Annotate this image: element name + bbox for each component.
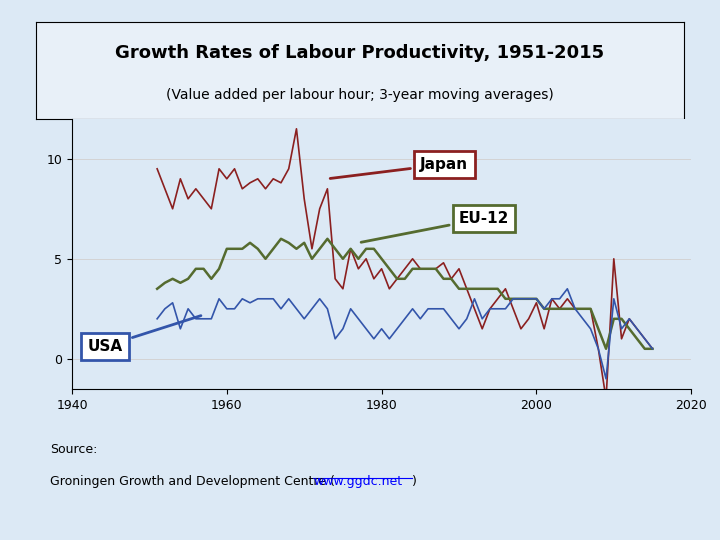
Text: Source:: Source: — [50, 443, 98, 456]
Text: Japan: Japan — [330, 157, 469, 178]
Text: www.ggdc.net: www.ggdc.net — [313, 475, 402, 488]
Text: Groningen Growth and Development Centre (: Groningen Growth and Development Centre … — [50, 475, 336, 488]
Text: USA: USA — [87, 316, 201, 354]
Text: ): ) — [412, 475, 417, 488]
Text: (Value added per labour hour; 3-year moving averages): (Value added per labour hour; 3-year mov… — [166, 87, 554, 102]
Text: Growth Rates of Labour Productivity, 1951-2015: Growth Rates of Labour Productivity, 195… — [115, 44, 605, 62]
Text: EU-12: EU-12 — [361, 211, 509, 242]
